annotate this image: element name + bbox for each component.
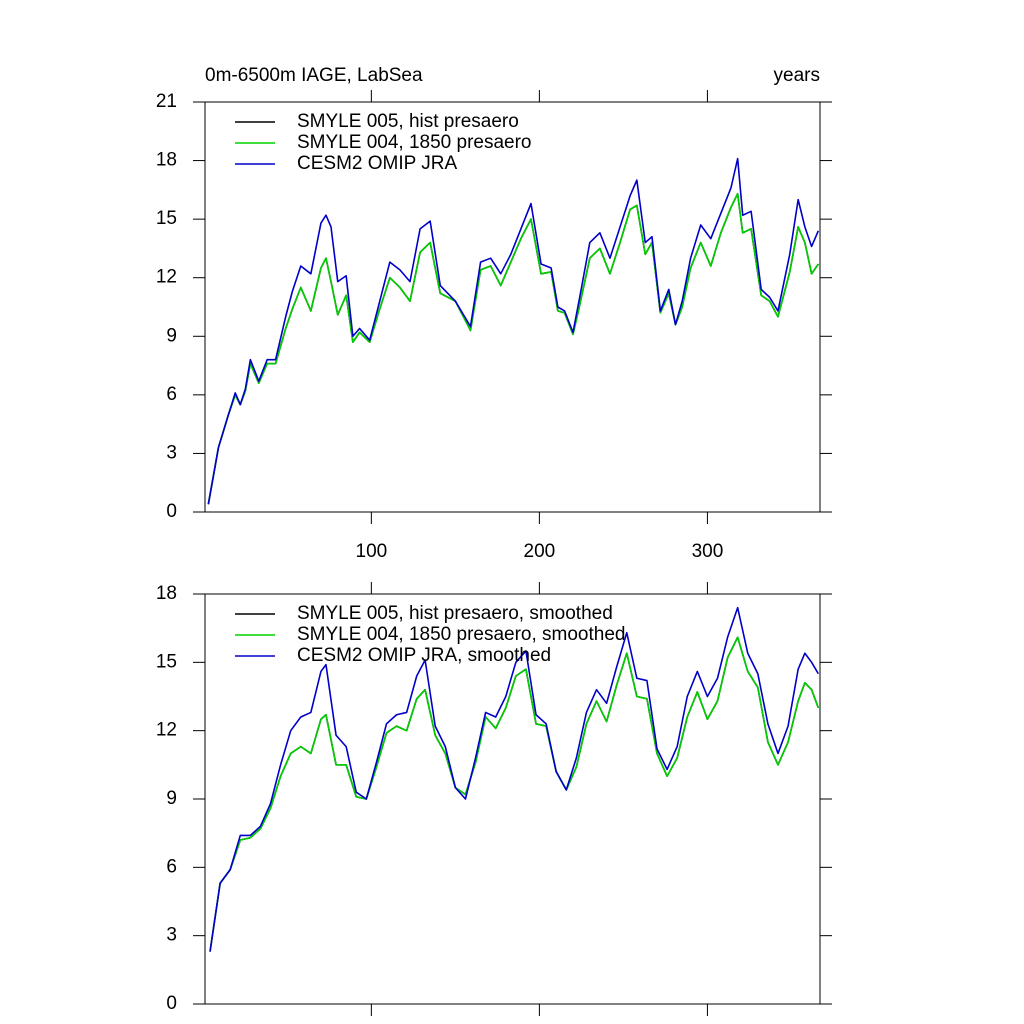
y-tick-label: 9: [166, 325, 177, 346]
legend-label: SMYLE 004, 1850 presaero: [297, 132, 532, 153]
legend-label: SMYLE 005, hist presaero, smoothed: [297, 603, 613, 624]
y-tick-label: 6: [166, 856, 177, 877]
x-tick-label: 100: [356, 541, 388, 562]
y-tick-label: 0: [166, 993, 177, 1014]
y-tick-label: 3: [166, 442, 177, 463]
legend-label: SMYLE 004, 1850 presaero, smoothed: [297, 624, 625, 645]
plot-frame: [204, 101, 821, 513]
series-line: [207, 157, 820, 505]
legend-label: CESM2 OMIP JRA, smoothed: [297, 645, 551, 666]
y-tick-label: 6: [166, 384, 177, 405]
y-tick-label: 18: [156, 583, 177, 604]
y-tick-label: 18: [156, 150, 177, 171]
series-line: [209, 636, 820, 952]
x-tick-label: 300: [692, 541, 724, 562]
y-tick-label: 9: [166, 788, 177, 809]
x-tick-label: 200: [524, 541, 556, 562]
chart-title-right: years: [774, 65, 820, 86]
y-tick-label: 15: [156, 208, 177, 229]
series-line: [209, 606, 820, 952]
y-tick-label: 0: [166, 501, 177, 522]
series-line: [209, 636, 820, 952]
y-tick-label: 12: [156, 720, 177, 741]
series-line: [207, 192, 819, 505]
legend-label: CESM2 OMIP JRA: [297, 153, 457, 174]
series-line: [207, 192, 819, 505]
y-tick-label: 15: [156, 651, 177, 672]
chart-title: 0m-6500m IAGE, LabSea: [205, 65, 423, 86]
y-tick-label: 12: [156, 267, 177, 288]
y-tick-label: 21: [156, 91, 177, 112]
legend-label: SMYLE 005, hist presaero: [297, 111, 519, 132]
y-tick-label: 3: [166, 925, 177, 946]
